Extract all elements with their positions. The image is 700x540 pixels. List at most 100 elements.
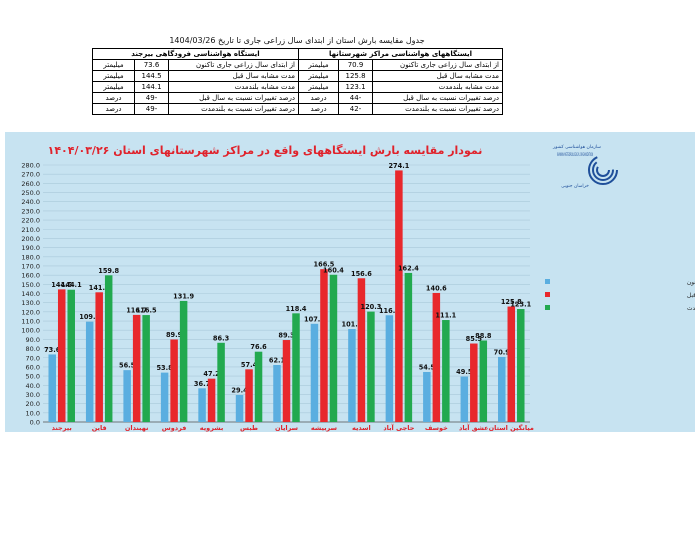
bar-current — [423, 371, 431, 422]
comparison-table-container: جدول مقایسه بارش استان از ابتدای سال زرا… — [91, 34, 504, 115]
table-caption: جدول مقایسه بارش استان از ابتدای سال زرا… — [169, 36, 425, 45]
y-tick-label: 140.0 — [21, 290, 40, 298]
legend-label: مدت مشابه سال قبل — [687, 293, 695, 299]
legend-swatch — [545, 292, 550, 297]
data-label: 70.9 — [494, 348, 511, 356]
data-label: 131.9 — [173, 292, 194, 300]
bar-current — [48, 354, 56, 422]
row-right-unit: درصد — [298, 92, 340, 104]
row-right-label: درصد تغییرات نسبت به بلندمدت — [372, 103, 504, 115]
y-tick-label: 70.0 — [26, 354, 40, 362]
row-right-unit: درصد — [298, 103, 340, 115]
data-label: 47.2 — [203, 370, 220, 378]
y-tick-label: 50.0 — [26, 373, 40, 381]
data-label: 109.3 — [79, 313, 100, 321]
bar-long-term — [104, 275, 113, 422]
row-left-label: درصد تغییرات نسبت به بلندمدت — [168, 103, 300, 115]
logo-swirl-icon — [592, 159, 614, 181]
bar-long-term — [292, 313, 300, 422]
data-label: 29.4 — [231, 387, 248, 395]
row-right-label: مدت مشابه بلندمدت — [372, 81, 504, 93]
data-label: 36.7 — [194, 380, 211, 388]
data-label: 89.9 — [166, 331, 183, 339]
bar-long-term — [329, 274, 338, 422]
x-tick-label: بشرویه — [200, 424, 224, 432]
y-tick-label: 0.0 — [30, 419, 40, 427]
bar-long-term — [67, 289, 75, 422]
x-tick-label: طبس — [240, 424, 258, 432]
bar-current — [348, 329, 356, 422]
precipitation-bar-chart: نمودار مقایسه بارش ایستگاههای واقع در مر… — [21, 144, 695, 432]
legend-label: میانگین مدت مشابه در بلند مدت — [687, 304, 695, 312]
bar-last-year — [170, 339, 178, 422]
table-row: درصد تغییرات نسبت به بلندمدت -42 درصد درصد … — [91, 103, 504, 115]
data-label: 116.7 — [126, 306, 147, 314]
bar-current — [85, 321, 94, 422]
row-right-label: درصد تغییرات نسبت به سال قبل — [372, 92, 504, 104]
data-label: 144.5 — [51, 281, 72, 289]
y-tick-label: 130.0 — [21, 299, 40, 307]
bar-last-year — [507, 306, 516, 422]
bar-long-term — [442, 320, 450, 422]
row-left-value: 73.6 — [134, 59, 170, 71]
bar-last-year — [95, 292, 103, 422]
table-body: از ابتدای سال زراعی جاری تاکنون 70.9 میلیم… — [91, 59, 504, 115]
bar-last-year — [245, 369, 253, 422]
data-label: 125.8 — [501, 298, 522, 306]
data-label: 144.1 — [61, 281, 82, 289]
bar-last-year — [320, 269, 328, 422]
row-right-label: از ابتدای سال زراعی جاری تاکنون — [372, 59, 504, 71]
table-header-left: ایستگاه هواشناسی فرودگاهی بیرجند — [91, 48, 300, 60]
bar-long-term — [517, 309, 525, 422]
logo-province: خراسان جنوبی — [561, 184, 589, 189]
row-right-value: -42 — [338, 103, 374, 115]
data-label: 85.5 — [466, 335, 483, 343]
data-label: 162.4 — [398, 264, 419, 272]
data-label: 53.8 — [156, 364, 173, 372]
data-label: 118.4 — [286, 305, 307, 313]
bar-long-term — [404, 272, 413, 422]
table-row: مدت مشابه سال قبل 125.8 میلیمتر مدت مشابه س… — [91, 70, 504, 82]
x-tick-label: اسدیه — [352, 424, 371, 432]
y-tick-label: 150.0 — [21, 281, 40, 289]
row-left-label: مدت مشابه سال قبل — [168, 70, 300, 82]
y-tick-label: 80.0 — [26, 345, 40, 353]
bar-long-term — [367, 311, 375, 422]
bar-current — [460, 376, 469, 422]
data-label: 140.6 — [426, 284, 447, 292]
bar-last-year — [57, 289, 66, 422]
y-tick-label: 100.0 — [21, 327, 40, 335]
y-tick-label: 90.0 — [26, 336, 40, 344]
row-right-unit: میلیمتر — [298, 70, 340, 82]
bar-current — [235, 395, 244, 422]
row-right-value: 123.1 — [338, 81, 374, 93]
legend-label: از ابتدای سال زراعی جاری تاکنون — [687, 279, 695, 286]
row-left-unit: درصد — [91, 92, 136, 104]
y-tick-label: 60.0 — [26, 363, 40, 371]
y-tick-label: 190.0 — [21, 244, 40, 252]
bar-last-year — [282, 340, 291, 422]
data-label: 88.8 — [475, 332, 492, 340]
y-tick-label: 260.0 — [21, 180, 40, 188]
data-label: 160.4 — [323, 266, 344, 274]
data-label: 73.6 — [44, 346, 61, 354]
row-left-value: -49 — [134, 103, 170, 115]
data-label: 89.3 — [278, 332, 295, 340]
data-label: 141.3 — [89, 284, 110, 292]
bar-current — [310, 323, 319, 422]
table-row: درصد تغییرات نسبت به سال قبل -44 درصد درصد … — [91, 92, 504, 104]
data-label: 76.6 — [250, 343, 267, 351]
bar-current — [273, 365, 281, 422]
bar-last-year — [132, 314, 141, 422]
y-tick-label: 200.0 — [21, 235, 40, 243]
data-label: 62.1 — [269, 357, 286, 365]
data-label: 54.5 — [419, 363, 436, 371]
row-right-value: 70.9 — [338, 59, 374, 71]
row-left-unit: میلیمتر — [91, 59, 136, 71]
x-tick-label: فردوس — [162, 424, 187, 432]
data-label: 159.8 — [98, 267, 119, 275]
data-label: 111.1 — [435, 312, 456, 320]
x-tick-label: قاین — [92, 424, 107, 432]
bar-current — [123, 370, 131, 422]
row-left-value: 144.5 — [134, 70, 170, 82]
